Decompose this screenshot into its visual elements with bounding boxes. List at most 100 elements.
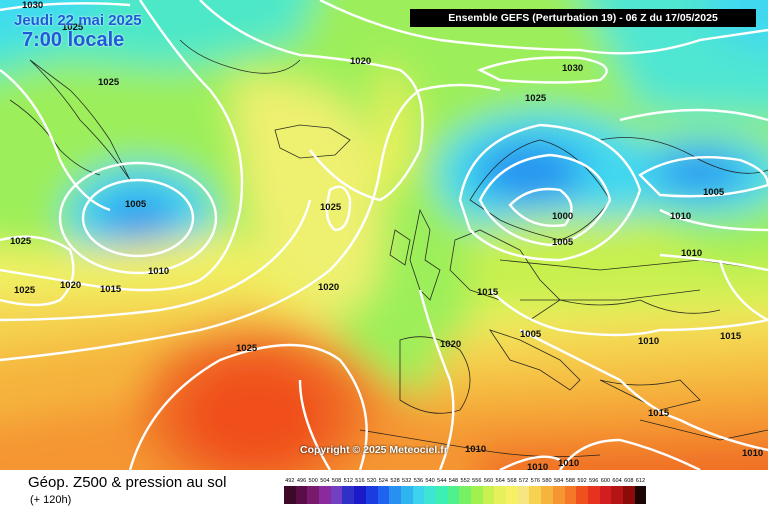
color-scale-label: 592 bbox=[577, 478, 587, 484]
color-scale-swatch bbox=[599, 486, 612, 504]
color-scale-label: 576 bbox=[530, 478, 540, 484]
map-canvas: 1030 1025 1020 1030 1025 1005 1025 1010 … bbox=[0, 0, 768, 470]
pressure-label: 1010 bbox=[558, 458, 579, 469]
color-scale-label: 500 bbox=[308, 478, 318, 484]
pressure-label: 1010 bbox=[465, 444, 486, 455]
color-scale-swatch bbox=[529, 486, 542, 504]
color-scale-swatch bbox=[389, 486, 401, 504]
color-scale-swatch bbox=[517, 486, 530, 504]
color-scale-label: 536 bbox=[413, 478, 424, 484]
pressure-label: 1020 bbox=[440, 339, 461, 350]
color-scale-label: 496 bbox=[296, 478, 307, 484]
color-scale-swatch bbox=[424, 486, 436, 504]
color-scale-label: 512 bbox=[343, 478, 353, 484]
pressure-label: 1025 bbox=[14, 285, 36, 296]
forecast-time: 7:00 locale bbox=[22, 29, 125, 51]
color-scale-label: 560 bbox=[483, 478, 494, 484]
color-scale-swatch bbox=[330, 486, 343, 504]
pressure-label: 1010 bbox=[527, 462, 548, 470]
pressure-label: 1025 bbox=[320, 202, 342, 213]
color-scale-label: 596 bbox=[589, 478, 599, 484]
pressure-label: 1020 bbox=[350, 56, 371, 67]
color-scale-label: 600 bbox=[600, 478, 611, 484]
color-scale-swatch bbox=[634, 486, 647, 504]
color-scale-label: 584 bbox=[553, 478, 564, 484]
color-scale-swatch bbox=[576, 486, 588, 504]
color-scale-swatch bbox=[295, 486, 308, 504]
pressure-label: 1005 bbox=[125, 199, 147, 210]
isobars bbox=[0, 0, 768, 470]
pressure-label: 1030 bbox=[22, 0, 43, 11]
color-scale-swatch bbox=[471, 486, 483, 504]
footer-bar: Géop. Z500 & pression au sol (+ 120h) 49… bbox=[0, 470, 768, 512]
pressure-label: 1025 bbox=[10, 236, 32, 247]
pressure-label: 1010 bbox=[742, 448, 763, 459]
pressure-label: 1010 bbox=[148, 266, 169, 277]
pressure-label: 1010 bbox=[638, 336, 659, 347]
pressure-label: 1025 bbox=[525, 93, 547, 104]
pressure-label: 1025 bbox=[62, 22, 84, 33]
pressure-label: 1005 bbox=[552, 237, 574, 248]
pressure-labels: 1030 1025 1020 1030 1025 1005 1025 1010 … bbox=[10, 0, 763, 470]
color-scale-swatch bbox=[319, 486, 331, 504]
color-scale-swatch bbox=[447, 486, 460, 504]
pressure-label: 1020 bbox=[318, 282, 339, 293]
color-scale-swatches bbox=[284, 486, 647, 504]
coastlines bbox=[9, 39, 768, 458]
color-scale-label: 532 bbox=[402, 478, 412, 484]
color-scale-swatch bbox=[506, 486, 518, 504]
map-title: Géop. Z500 & pression au sol bbox=[28, 474, 227, 491]
color-scale-swatch bbox=[412, 486, 425, 504]
pressure-label: 1025 bbox=[236, 343, 258, 354]
color-scale-label: 524 bbox=[378, 478, 389, 484]
color-scale-label: 492 bbox=[285, 478, 295, 484]
color-scale-swatch bbox=[435, 486, 448, 504]
color-scale-label: 556 bbox=[472, 478, 482, 484]
color-scale-label: 604 bbox=[612, 478, 622, 484]
color-scale-label: 520 bbox=[366, 478, 377, 484]
color-scale-swatch bbox=[400, 486, 413, 504]
color-scale-swatch bbox=[541, 486, 553, 504]
color-scale-swatch bbox=[622, 486, 635, 504]
pressure-label: 1010 bbox=[670, 211, 691, 222]
forecast-date: Jeudi 22 mai 2025 bbox=[14, 12, 142, 29]
color-scale-label: 544 bbox=[437, 478, 447, 484]
color-scale-swatch bbox=[459, 486, 471, 504]
pressure-label: 1015 bbox=[648, 408, 670, 419]
color-scale-swatch bbox=[307, 486, 320, 504]
pressure-label: 1010 bbox=[681, 248, 702, 259]
color-scale-label: 608 bbox=[624, 478, 634, 484]
color-scale-swatch bbox=[587, 486, 600, 504]
color-scale-label: 508 bbox=[331, 478, 342, 484]
color-scale-label: 568 bbox=[507, 478, 517, 484]
color-scale-label: 588 bbox=[565, 478, 576, 484]
color-scale-labels: 492 496 500 504 508 512 516 520 524 528 532 536 540 5… bbox=[284, 478, 646, 484]
color-scale-label: 564 bbox=[495, 478, 505, 484]
color-scale-label: 612 bbox=[635, 478, 646, 484]
pressure-label: 1005 bbox=[703, 187, 725, 198]
pressure-label: 1015 bbox=[477, 287, 499, 298]
color-scale-legend: 492 496 500 504 508 512 516 520 524 528 532 536 540 5… bbox=[284, 478, 647, 504]
pressure-label: 1020 bbox=[60, 280, 81, 291]
copyright-text: Copyright © 2025 Meteociel.fr bbox=[300, 444, 448, 456]
weather-map: 1030 1025 1020 1030 1025 1005 1025 1010 … bbox=[0, 0, 768, 470]
color-scale-swatch bbox=[377, 486, 390, 504]
color-scale-swatch bbox=[564, 486, 577, 504]
pressure-label: 1000 bbox=[552, 211, 573, 222]
color-scale-swatch bbox=[342, 486, 355, 504]
color-scale-swatch bbox=[552, 486, 565, 504]
color-scale-label: 540 bbox=[425, 478, 435, 484]
color-scale-swatch bbox=[365, 486, 378, 504]
color-scale-label: 548 bbox=[448, 478, 459, 484]
color-scale-swatch bbox=[494, 486, 507, 504]
color-scale-swatch bbox=[354, 486, 366, 504]
color-scale-swatch bbox=[611, 486, 623, 504]
pressure-label: 1030 bbox=[562, 63, 583, 74]
color-scale-label: 528 bbox=[390, 478, 400, 484]
forecast-lead-time: (+ 120h) bbox=[30, 494, 72, 506]
geopotential-field bbox=[0, 0, 768, 470]
color-scale-label: 572 bbox=[518, 478, 529, 484]
pressure-label: 1025 bbox=[98, 77, 120, 88]
pressure-label: 1005 bbox=[520, 329, 542, 340]
model-info-banner: Ensemble GEFS (Perturbation 19) - 06 Z d… bbox=[410, 9, 756, 27]
